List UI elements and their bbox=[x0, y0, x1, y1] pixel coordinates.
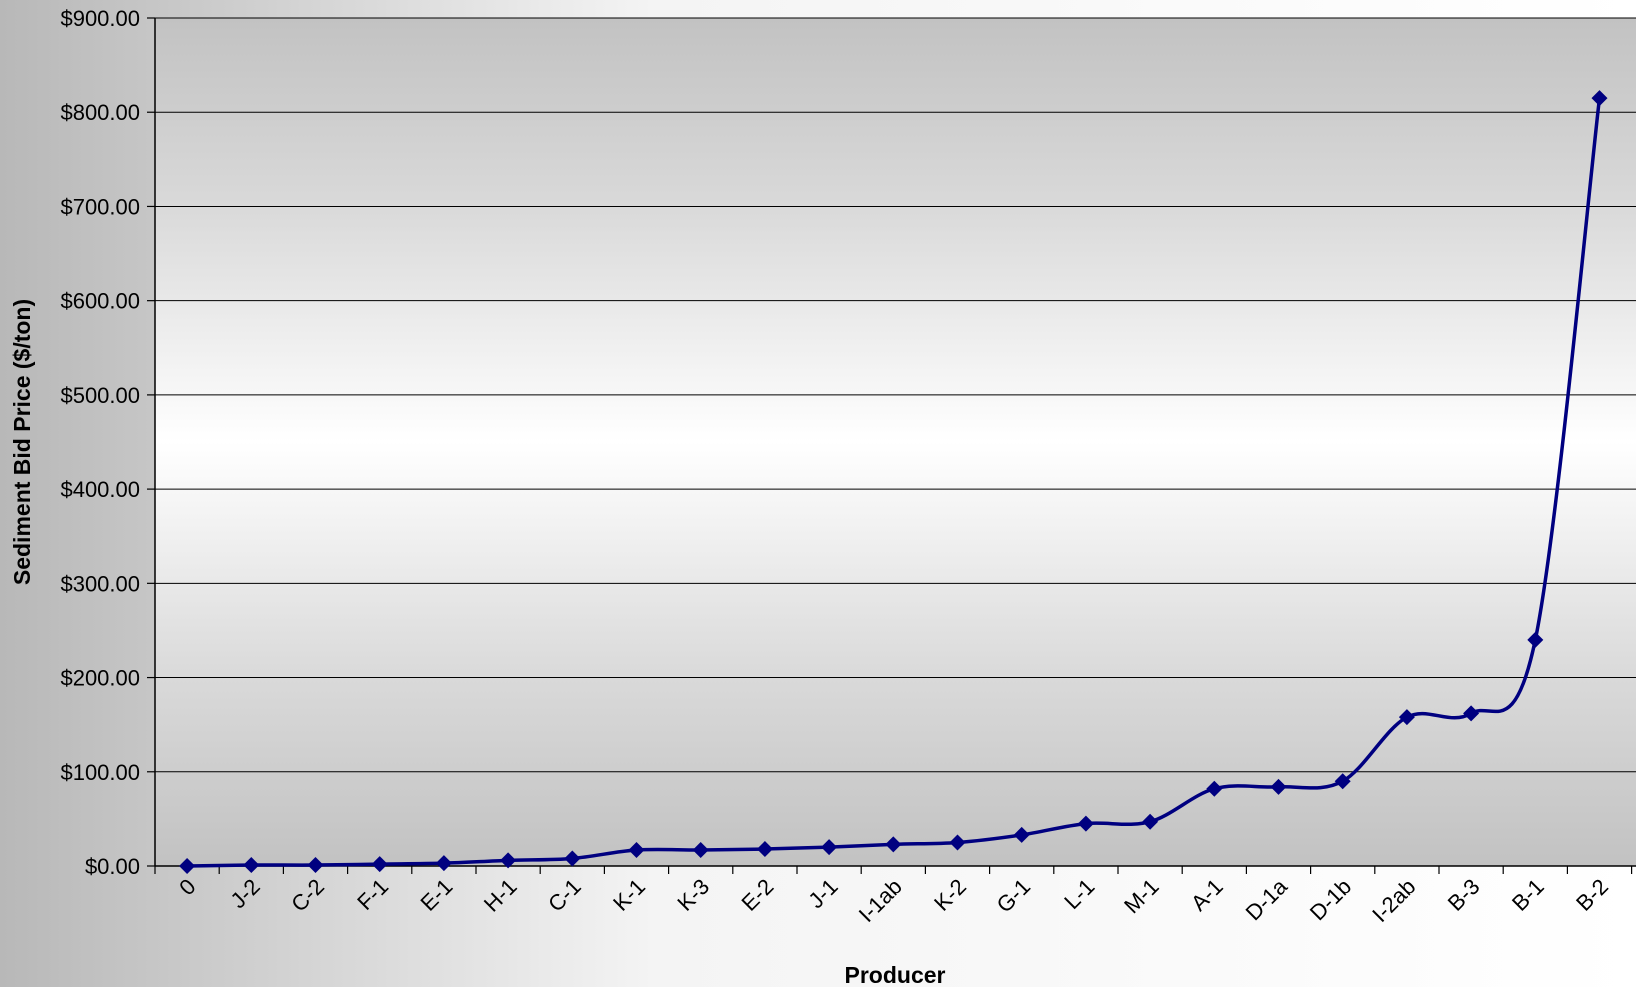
x-tick-label: D-1b bbox=[1305, 874, 1356, 925]
y-tick-label: $800.00 bbox=[60, 100, 140, 125]
data-point-marker bbox=[1398, 709, 1415, 726]
x-tick-label: K-1 bbox=[608, 874, 650, 916]
y-tick-label: $700.00 bbox=[60, 194, 140, 219]
data-point-marker bbox=[756, 841, 773, 858]
data-point-marker bbox=[1527, 631, 1544, 648]
y-tick-label: $300.00 bbox=[60, 571, 140, 596]
data-point-marker bbox=[1591, 90, 1608, 107]
data-point-marker bbox=[307, 857, 324, 874]
x-tick-labels: 0 J-2 C-2 F-1 E-1 H-1 C-1 K-1 K-3 E-2 J-1 I-1ab K-2 G… bbox=[174, 873, 1613, 927]
x-tick-label: E-2 bbox=[737, 874, 779, 916]
x-tick-label: L-1 bbox=[1059, 874, 1099, 914]
y-tick-label: $200.00 bbox=[60, 666, 140, 691]
axes bbox=[147, 17, 1636, 874]
data-point-marker bbox=[435, 855, 452, 872]
x-tick-label: M-1 bbox=[1119, 874, 1163, 918]
x-tick-label: B-2 bbox=[1571, 874, 1613, 916]
plot-area bbox=[155, 18, 1636, 866]
data-point-marker bbox=[885, 836, 902, 853]
y-tick-label: $100.00 bbox=[60, 760, 140, 785]
x-tick-label: C-2 bbox=[286, 874, 329, 917]
data-point-marker bbox=[1142, 813, 1159, 830]
gridlines bbox=[155, 17, 1636, 867]
x-tick-label: E-1 bbox=[416, 874, 458, 916]
data-point-marker bbox=[179, 858, 196, 874]
data-point-marker bbox=[628, 841, 645, 858]
x-tick-label: K-2 bbox=[929, 874, 971, 916]
data-point-marker bbox=[1334, 773, 1351, 790]
y-tick-label: $0.00 bbox=[85, 854, 140, 879]
y-axis-title: Sediment Bid Price ($/ton) bbox=[9, 299, 35, 585]
data-point-marker bbox=[500, 852, 517, 869]
data-point-marker bbox=[949, 834, 966, 851]
data-point-marker bbox=[1463, 705, 1480, 722]
data-point-marker bbox=[1013, 826, 1030, 843]
x-tick-label: J-2 bbox=[226, 874, 265, 913]
data-point-marker bbox=[1270, 778, 1287, 795]
y-tick-label: $500.00 bbox=[60, 383, 140, 408]
data-point-marker bbox=[692, 841, 709, 858]
y-tick-label: $400.00 bbox=[60, 477, 140, 502]
x-tick-label: I-1ab bbox=[854, 874, 907, 927]
data-markers bbox=[179, 90, 1608, 874]
x-tick-label: D-1a bbox=[1241, 873, 1293, 925]
x-tick-label: G-1 bbox=[992, 874, 1036, 918]
data-point-marker bbox=[564, 850, 581, 867]
data-point-marker bbox=[243, 857, 260, 874]
x-tick-label: B-1 bbox=[1507, 874, 1549, 916]
data-point-marker bbox=[1077, 815, 1094, 832]
x-tick-label: A-1 bbox=[1186, 874, 1228, 916]
y-tick-labels: $0.00 $100.00 $200.00 $300.00 $400.00 $500.00… bbox=[60, 6, 140, 879]
x-tick-label: H-1 bbox=[479, 874, 522, 917]
data-point-marker bbox=[821, 839, 838, 856]
y-tick-label: $600.00 bbox=[60, 289, 140, 314]
x-tick-label: C-1 bbox=[543, 874, 586, 917]
x-tick-label: K-3 bbox=[672, 874, 714, 916]
x-tick-label: I-2ab bbox=[1367, 874, 1420, 927]
y-tick-label: $900.00 bbox=[60, 6, 140, 31]
x-axis-title: Producer bbox=[845, 962, 946, 987]
x-tick-label: J-1 bbox=[803, 874, 842, 913]
x-tick-label: B-3 bbox=[1443, 874, 1485, 916]
data-point-marker bbox=[371, 856, 388, 873]
x-tick-label: 0 bbox=[174, 874, 200, 900]
x-tick-label: F-1 bbox=[352, 874, 393, 915]
data-point-marker bbox=[1206, 780, 1223, 797]
